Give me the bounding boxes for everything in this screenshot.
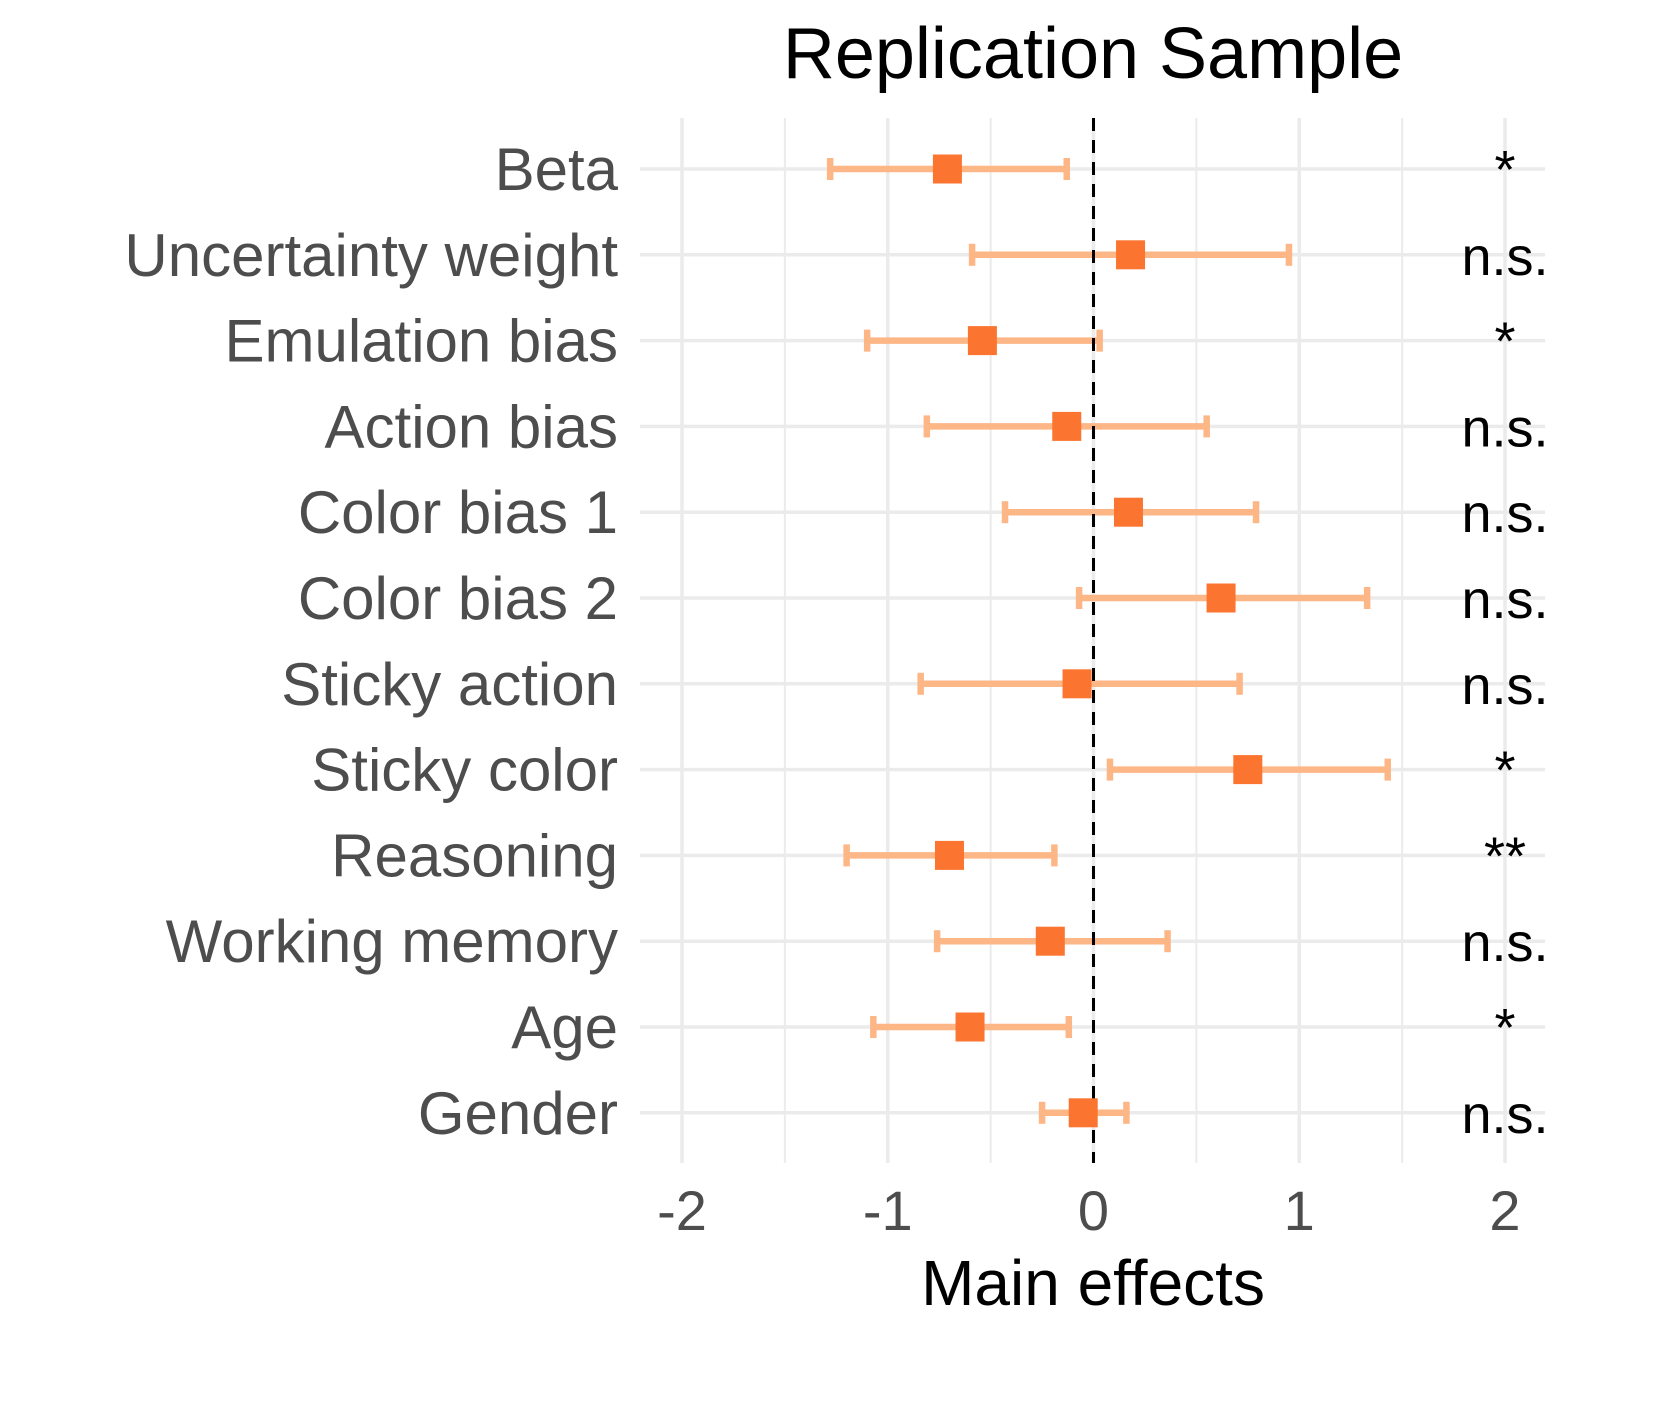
x-tick-label: 1 xyxy=(1284,1179,1315,1242)
x-tick-label: -1 xyxy=(863,1179,913,1242)
point-estimate xyxy=(1035,926,1065,956)
y-tick-label: Gender xyxy=(418,1080,618,1147)
point-estimate xyxy=(932,154,962,184)
significance-label: * xyxy=(1494,312,1515,372)
y-tick-label: Color bias 1 xyxy=(298,479,618,546)
significance-label: n.s. xyxy=(1461,484,1548,544)
point-estimate xyxy=(1062,669,1092,699)
significance-labels: *n.s.*n.s.n.s.n.s.n.s.***n.s.*n.s. xyxy=(1461,140,1548,1145)
error-bars xyxy=(826,158,1391,1124)
y-tick-label: Action bias xyxy=(325,393,619,460)
y-tick-label: Working memory xyxy=(166,908,618,975)
significance-label: n.s. xyxy=(1461,1085,1548,1145)
point-estimate xyxy=(1068,1098,1098,1128)
significance-label: n.s. xyxy=(1461,398,1548,458)
point-estimate xyxy=(1233,755,1263,785)
significance-label: * xyxy=(1494,741,1515,801)
point-estimate xyxy=(934,840,964,870)
x-tick-label: 0 xyxy=(1078,1179,1109,1242)
x-axis-label: Main effects xyxy=(921,1247,1265,1319)
y-tick-label: Uncertainty weight xyxy=(124,222,618,289)
y-axis-category-labels: Beta Uncertainty weight Emulation bias Acti… xyxy=(124,136,618,1147)
significance-label: n.s. xyxy=(1461,227,1548,287)
point-estimate xyxy=(1206,583,1236,613)
point-estimate xyxy=(1116,240,1146,270)
significance-label: ** xyxy=(1484,826,1526,886)
significance-label: n.s. xyxy=(1461,570,1548,630)
y-tick-label: Emulation bias xyxy=(224,308,618,375)
point-estimate xyxy=(967,326,997,356)
point-estimate xyxy=(955,1012,985,1042)
significance-label: * xyxy=(1494,140,1515,200)
y-tick-label: Sticky action xyxy=(281,651,618,718)
chart-title: Replication Sample xyxy=(783,14,1403,94)
x-tick-label: -2 xyxy=(657,1179,707,1242)
point-estimate xyxy=(1052,411,1082,441)
y-tick-label: Beta xyxy=(495,136,619,203)
x-tick-label: 2 xyxy=(1489,1179,1520,1242)
y-tick-label: Color bias 2 xyxy=(298,565,618,632)
point-estimates xyxy=(932,154,1263,1128)
x-axis-tick-labels: -2 -1 0 1 2 xyxy=(657,1179,1520,1242)
significance-label: n.s. xyxy=(1461,656,1548,716)
y-tick-label: Sticky color xyxy=(311,737,618,804)
significance-label: n.s. xyxy=(1461,913,1548,973)
y-tick-label: Age xyxy=(511,994,618,1061)
significance-label: * xyxy=(1494,998,1515,1058)
point-estimate xyxy=(1113,497,1143,527)
y-tick-label: Reasoning xyxy=(331,822,618,889)
